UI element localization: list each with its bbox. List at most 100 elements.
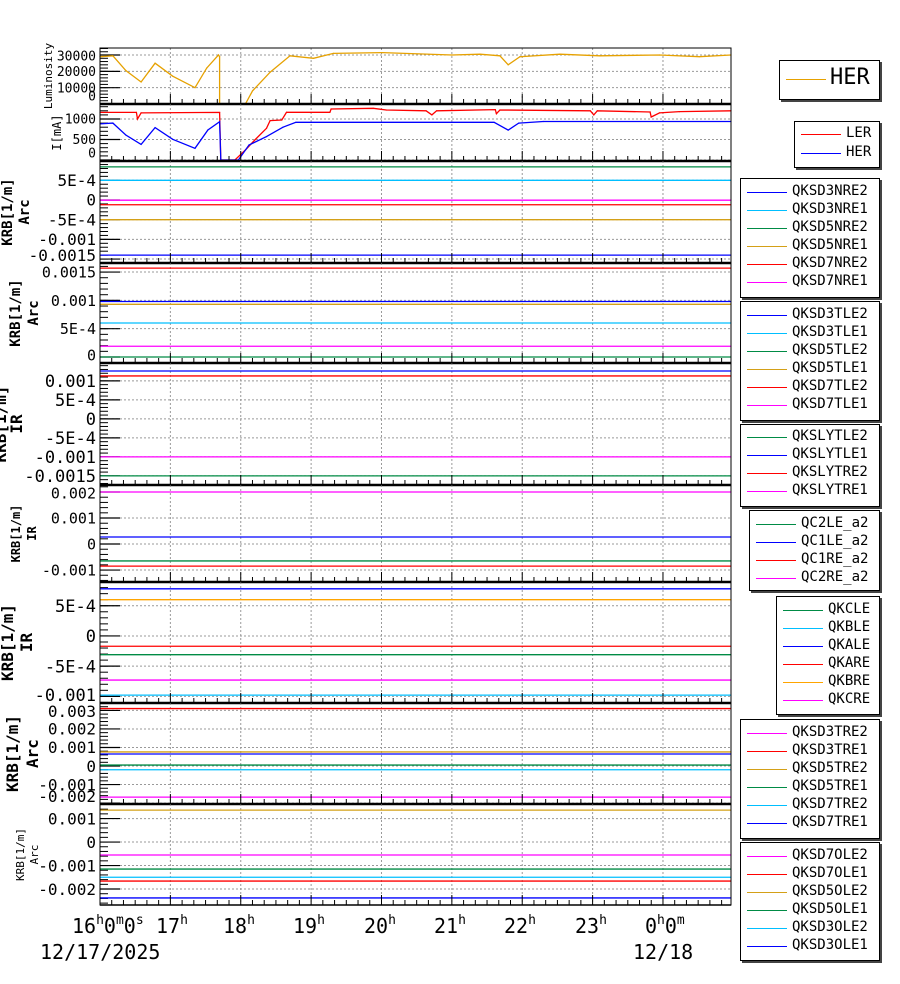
x-tick-label: 21h xyxy=(434,913,466,938)
legend-swatch xyxy=(747,333,787,334)
data-point xyxy=(217,54,220,56)
data-point xyxy=(140,112,142,114)
y-axis-label: KRB[1/m] xyxy=(0,604,17,681)
legend-swatch xyxy=(747,315,787,316)
y-axis-label: IR xyxy=(7,414,26,434)
y-tick-label: 5E-4 xyxy=(55,391,96,411)
legend-entry-label: QKBLE xyxy=(828,619,871,636)
legend-panel-6: QKCLE QKBLE QKALE QKARE QKBRE QKCRE xyxy=(776,596,880,715)
data-point xyxy=(136,118,139,120)
data-point xyxy=(385,109,387,111)
data-point xyxy=(425,110,427,112)
x-tick-label: 17h xyxy=(156,913,188,938)
legend-entry-label: QKSD3NRE1 xyxy=(792,201,868,218)
panel-frame xyxy=(99,160,732,264)
legend-swatch xyxy=(747,473,787,474)
y-tick-label: 0 xyxy=(86,627,96,647)
legend-swatch xyxy=(747,369,787,370)
y-tick-label: 0 xyxy=(88,90,96,105)
data-point xyxy=(330,108,332,110)
legend-entry-label: QKSLYTRE2 xyxy=(792,464,868,481)
data-point xyxy=(219,121,221,123)
data-point xyxy=(518,122,520,124)
data-point xyxy=(507,64,509,66)
y-tick-label: -0.001 xyxy=(35,448,96,468)
legend-swatch xyxy=(756,524,796,525)
data-point xyxy=(493,121,495,123)
legend-entry-label: QKSD7TLE2 xyxy=(792,378,868,395)
data-point xyxy=(282,126,284,128)
legend-swatch xyxy=(747,246,787,247)
legend-swatch xyxy=(783,610,823,611)
date-label-start: 12/17/2025 xyxy=(40,940,161,964)
data-point xyxy=(281,119,283,121)
panel-3: 0 5E-4 0.001 0.0015 KRB[1/m] Arc xyxy=(8,262,732,364)
legend-swatch xyxy=(756,560,796,561)
legend-panel-2: QKSD3NRE2 QKSD3NRE1 QKSD5NRE2 QKSD5NRE1 QKSD… xyxy=(740,178,880,298)
legend-swatch xyxy=(783,646,823,647)
y-tick-label: 0.0015 xyxy=(42,263,96,281)
data-point xyxy=(125,134,127,136)
data-point xyxy=(649,111,651,113)
legend-entry-label: QKSD3NRE2 xyxy=(792,183,868,200)
y-tick-label: -0.0015 xyxy=(24,467,96,487)
y-tick-label: 0 xyxy=(86,833,96,852)
data-point xyxy=(372,107,374,109)
y-axis-label: I[mA] xyxy=(50,114,64,150)
data-point xyxy=(289,55,291,57)
y-tick-label: -0.001 xyxy=(38,775,96,794)
data-point xyxy=(219,111,221,114)
y-axis-label: KRB[1/m] xyxy=(3,715,22,792)
data-point xyxy=(332,52,334,54)
data-point xyxy=(140,143,142,146)
y-tick-label: 20000 xyxy=(57,65,96,80)
data-point xyxy=(154,127,156,129)
y-tick-label: 0 xyxy=(86,191,96,210)
y-tick-label: -5E-4 xyxy=(45,657,96,677)
data-point xyxy=(436,110,438,112)
panel-frame xyxy=(99,262,732,364)
legend-swatch xyxy=(747,928,787,929)
legend-entry-label: HER xyxy=(830,64,870,90)
data-point xyxy=(658,112,661,114)
legend-swatch xyxy=(801,153,841,154)
data-point xyxy=(112,55,114,57)
y-axis-label: Luminosity xyxy=(42,43,55,110)
data-point xyxy=(698,56,700,58)
legend-entry-label: QKSD3TLE2 xyxy=(792,306,868,323)
y-axis-label: IR xyxy=(17,633,36,653)
legend-swatch xyxy=(801,134,841,135)
data-point xyxy=(499,55,501,57)
legend-panel-5: QC2LE_a2 QC1LE_a2 QC1RE_a2 QC2RE_a2 xyxy=(749,510,880,591)
legend-swatch xyxy=(747,437,787,438)
legend-entry-label: QC2RE_a2 xyxy=(801,569,869,586)
data-point xyxy=(596,110,598,112)
y-axis-label: KRB[1/m] xyxy=(9,505,23,563)
legend-swatch xyxy=(747,856,787,857)
data-point xyxy=(269,71,271,73)
legend-swatch xyxy=(747,874,787,875)
y-axis-label: KRB[1/m] xyxy=(0,385,10,462)
x-tick-label: 23h xyxy=(575,913,607,938)
panel-6: 5E-4 0 -5E-4 -0.001 KRB[1/m] IR xyxy=(0,581,732,706)
legend-swatch xyxy=(747,192,787,193)
legend-swatch xyxy=(747,455,787,456)
legend-swatch xyxy=(747,351,787,352)
y-tick-label: -5E-4 xyxy=(45,429,96,449)
legend-swatch xyxy=(747,787,787,788)
data-point xyxy=(507,129,509,131)
y-tick-label: 1000 xyxy=(65,113,96,128)
data-point xyxy=(451,54,453,56)
legend-swatch xyxy=(783,628,823,629)
data-point xyxy=(431,114,433,116)
legend-entry-label: QKSD3TRE1 xyxy=(792,742,868,759)
legend-entry-label: QKSLYTRE1 xyxy=(792,482,868,499)
y-tick-label: 5E-4 xyxy=(55,597,96,617)
data-point xyxy=(194,147,196,149)
data-point xyxy=(140,81,142,83)
y-axis-label: IR xyxy=(25,526,39,541)
data-point xyxy=(593,114,595,116)
